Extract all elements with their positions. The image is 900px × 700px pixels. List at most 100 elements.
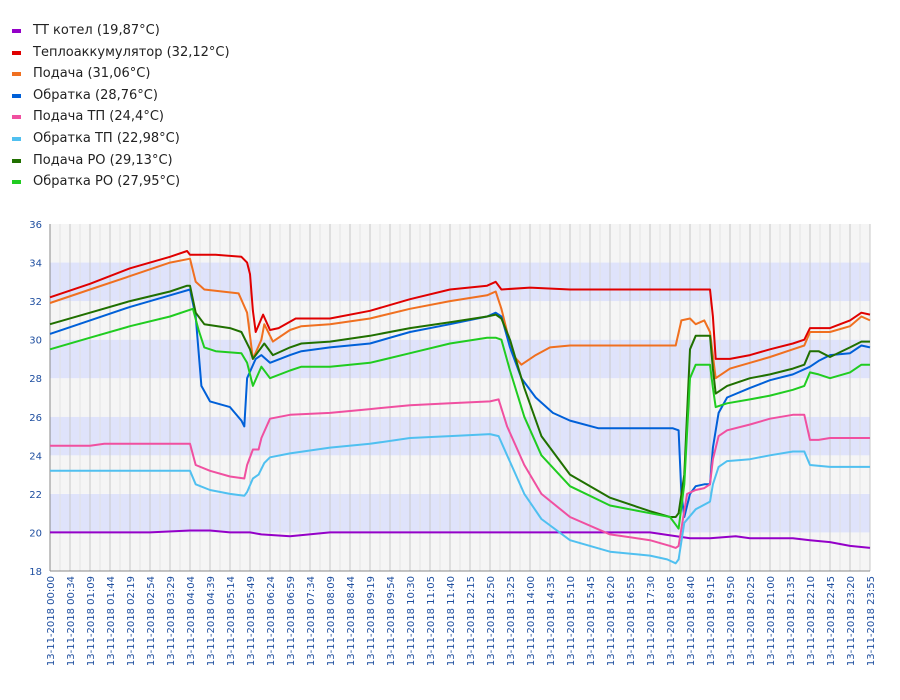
x-tick-date: 13-11-2018 <box>666 608 677 666</box>
x-tick-date: 13-11-2018 <box>346 608 357 666</box>
x-tick-date: 13-11-2018 <box>46 608 57 666</box>
x-tick-time: 12:50 <box>486 576 497 608</box>
x-tick-date: 13-11-2018 <box>126 608 137 666</box>
x-tick-label: 13-11-2018 20:25 <box>746 576 757 666</box>
x-tick-time: 15:45 <box>586 576 597 608</box>
y-tick-label: 22 <box>29 490 42 501</box>
legend-label: Подача РО (29,13°C) <box>33 152 173 168</box>
x-tick-label: 13-11-2018 06:59 <box>286 576 297 666</box>
x-tick-time: 19:50 <box>726 576 737 608</box>
x-tick-time: 18:05 <box>666 576 677 608</box>
x-tick-date: 13-11-2018 <box>486 608 497 666</box>
x-tick-date: 13-11-2018 <box>806 608 817 666</box>
x-tick-date: 13-11-2018 <box>386 608 397 666</box>
x-tick-label: 13-11-2018 11:05 <box>426 576 437 666</box>
x-tick-label: 13-11-2018 09:54 <box>386 576 397 666</box>
x-tick-date: 13-11-2018 <box>66 608 77 666</box>
legend-label: ТТ котел (19,87°C) <box>33 23 160 38</box>
x-tick-date: 13-11-2018 <box>706 608 717 666</box>
x-tick-time: 14:00 <box>526 576 537 608</box>
x-tick-date: 13-11-2018 <box>546 608 557 666</box>
x-tick-time: 00:00 <box>46 576 57 608</box>
x-tick-time: 16:20 <box>606 576 617 608</box>
x-tick-date: 13-11-2018 <box>406 608 417 666</box>
x-tick-label: 13-11-2018 18:05 <box>666 576 677 666</box>
y-tick-label: 20 <box>29 528 42 539</box>
legend: ТТ котел (19,87°C) Теплоаккумулятор (32,1… <box>12 20 230 193</box>
y-tick-label: 28 <box>29 374 42 385</box>
x-tick-date: 13-11-2018 <box>786 608 797 666</box>
x-tick-date: 13-11-2018 <box>586 608 597 666</box>
x-tick-label: 13-11-2018 01:44 <box>106 576 117 666</box>
x-tick-date: 13-11-2018 <box>566 608 577 666</box>
x-tick-time: 05:49 <box>246 576 257 608</box>
x-tick-time: 02:54 <box>146 576 157 608</box>
x-tick-date: 13-11-2018 <box>266 608 277 666</box>
y-tick-label: 34 <box>29 259 42 270</box>
legend-label: Обратка (28,76°C) <box>33 87 158 103</box>
legend-swatch <box>12 158 21 163</box>
x-tick-time: 18:40 <box>686 576 697 608</box>
x-tick-time: 00:34 <box>66 576 77 608</box>
x-tick-label: 13-11-2018 14:35 <box>546 576 557 666</box>
legend-swatch <box>12 93 21 98</box>
x-tick-label: 13-11-2018 05:14 <box>226 576 237 666</box>
legend-swatch <box>12 72 21 77</box>
series-line <box>50 433 870 565</box>
x-tick-label: 13-11-2018 12:50 <box>486 576 497 666</box>
x-tick-date: 13-11-2018 <box>426 608 437 666</box>
x-tick-time: 09:54 <box>386 576 397 608</box>
x-tick-label: 13-11-2018 02:54 <box>146 576 157 666</box>
x-tick-time: 23:55 <box>866 576 877 608</box>
x-tick-time: 13:25 <box>506 576 517 608</box>
x-tick-label: 13-11-2018 15:10 <box>566 576 577 666</box>
y-tick-label: 32 <box>29 297 42 308</box>
series-line <box>49 250 871 360</box>
x-tick-date: 13-11-2018 <box>166 608 177 666</box>
x-tick-time: 19:15 <box>706 576 717 608</box>
x-tick-label: 13-11-2018 22:10 <box>806 576 817 666</box>
x-tick-date: 13-11-2018 <box>146 608 157 666</box>
y-tick-label: 30 <box>29 336 42 347</box>
legend-item: Подача (31,06°C) <box>12 63 230 85</box>
x-tick-label: 13-11-2018 12:15 <box>466 576 477 666</box>
x-tick-label: 13-11-2018 01:09 <box>86 576 97 666</box>
x-tick-time: 04:04 <box>186 576 197 608</box>
series-line <box>50 529 871 549</box>
x-tick-label: 13-11-2018 08:44 <box>346 576 357 666</box>
x-tick-time: 01:09 <box>86 576 97 608</box>
x-tick-date: 13-11-2018 <box>526 608 537 666</box>
x-tick-time: 08:44 <box>346 576 357 608</box>
x-tick-date: 13-11-2018 <box>206 608 217 666</box>
x-tick-date: 13-11-2018 <box>286 608 297 666</box>
legend-swatch <box>12 115 21 120</box>
x-tick-label: 13-11-2018 21:35 <box>786 576 797 666</box>
x-tick-date: 13-11-2018 <box>826 608 837 666</box>
series-line <box>49 257 871 380</box>
x-tick-label: 13-11-2018 11:40 <box>446 576 457 666</box>
x-tick-label: 13-11-2018 09:19 <box>366 576 377 666</box>
x-tick-time: 21:35 <box>786 576 797 608</box>
x-tick-date: 13-11-2018 <box>686 608 697 666</box>
x-tick-label: 13-11-2018 07:34 <box>306 576 317 666</box>
legend-label: Обратка РО (27,95°C) <box>33 174 181 190</box>
x-tick-label: 13-11-2018 15:45 <box>586 576 597 666</box>
x-tick-label: 13-11-2018 05:49 <box>246 576 257 666</box>
x-tick-date: 13-11-2018 <box>106 608 117 666</box>
x-tick-label: 13-11-2018 22:45 <box>826 576 837 666</box>
legend-label: Подача ТП (24,4°C) <box>33 109 164 125</box>
series-line <box>50 398 870 549</box>
x-tick-date: 13-11-2018 <box>726 608 737 666</box>
y-tick-label: 26 <box>29 413 42 424</box>
legend-label: Теплоаккумулятор (32,12°C) <box>33 44 230 60</box>
x-tick-time: 21:00 <box>766 576 777 608</box>
x-tick-date: 13-11-2018 <box>866 608 877 666</box>
legend-item: Теплоаккумулятор (32,12°C) <box>12 42 230 64</box>
x-tick-date: 13-11-2018 <box>646 608 657 666</box>
x-tick-time: 10:30 <box>406 576 417 608</box>
x-tick-label: 13-11-2018 23:55 <box>866 576 877 666</box>
x-tick-label: 13-11-2018 23:20 <box>846 576 857 666</box>
legend-item: Обратка ТП (22,98°C) <box>12 128 230 150</box>
x-tick-label: 13-11-2018 14:00 <box>526 576 537 666</box>
